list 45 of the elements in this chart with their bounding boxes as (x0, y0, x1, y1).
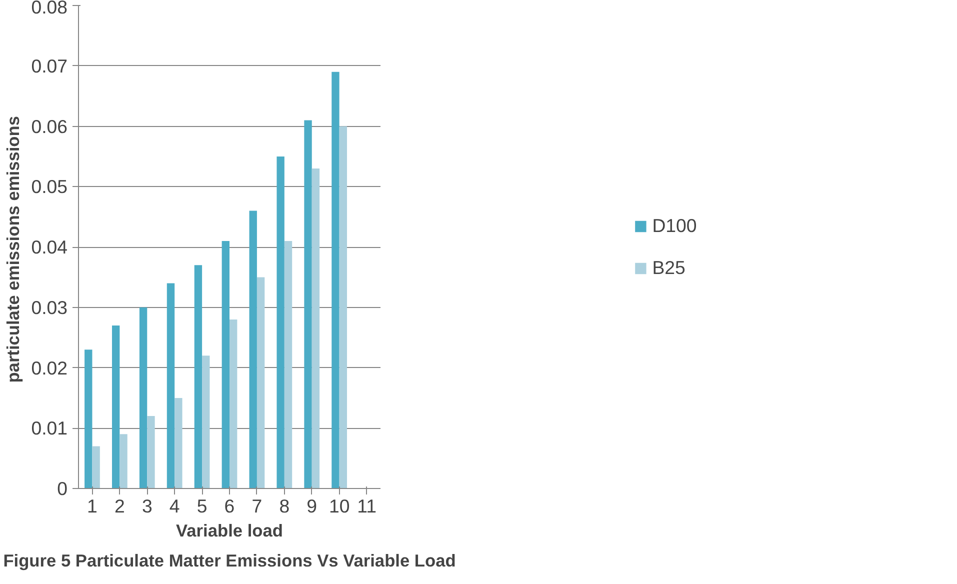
bar (284, 240, 292, 488)
bar (339, 126, 348, 488)
bar (312, 168, 320, 488)
legend-label: B25 (652, 256, 686, 278)
x-tick-label: 7 (252, 496, 262, 516)
y-tick-label: 0.06 (31, 116, 68, 137)
legend-label: D100 (652, 214, 697, 236)
y-tick-label: 0.01 (31, 418, 68, 439)
x-tick-label: 4 (169, 496, 180, 516)
x-tick-label: 2 (114, 496, 125, 516)
y-tick-label: 0 (57, 478, 68, 499)
x-tick-label: 6 (224, 496, 235, 516)
bar (84, 350, 92, 488)
x-tick-label: 8 (279, 496, 290, 516)
bar (202, 356, 210, 488)
x-tick-label: 11 (357, 496, 376, 516)
bar (249, 210, 257, 488)
x-tick-label: 5 (196, 496, 208, 516)
x-axis-title: Variable load (176, 520, 283, 540)
bar (139, 307, 148, 488)
y-tick-label: 0.03 (31, 296, 68, 318)
bar (174, 398, 182, 488)
bar (222, 240, 230, 488)
bar (332, 72, 340, 488)
y-tick-label: 0.02 (31, 357, 68, 378)
bar (147, 416, 155, 488)
y-axis-title: particulate emissions emissions (3, 116, 24, 383)
x-tick-label: 3 (142, 496, 152, 516)
bar (304, 120, 312, 488)
y-tick-label: 0.04 (31, 236, 68, 258)
x-tick-label: 9 (306, 496, 318, 516)
y-tick-label: 0.07 (31, 55, 68, 76)
bar (120, 434, 128, 488)
bar (112, 325, 120, 488)
bar (92, 446, 100, 488)
x-tick-label: 10 (328, 496, 350, 516)
bar (256, 277, 265, 488)
bar (230, 319, 238, 488)
bar (276, 156, 284, 488)
bar (194, 265, 202, 488)
bar (166, 283, 175, 488)
x-tick-label: 1 (87, 496, 98, 516)
y-tick-label: 0.05 (31, 176, 68, 198)
y-tick-label: 0.08 (31, 0, 68, 18)
caption: Figure 5 Particulate Matter Emissions Vs Variable Load (3, 550, 456, 570)
